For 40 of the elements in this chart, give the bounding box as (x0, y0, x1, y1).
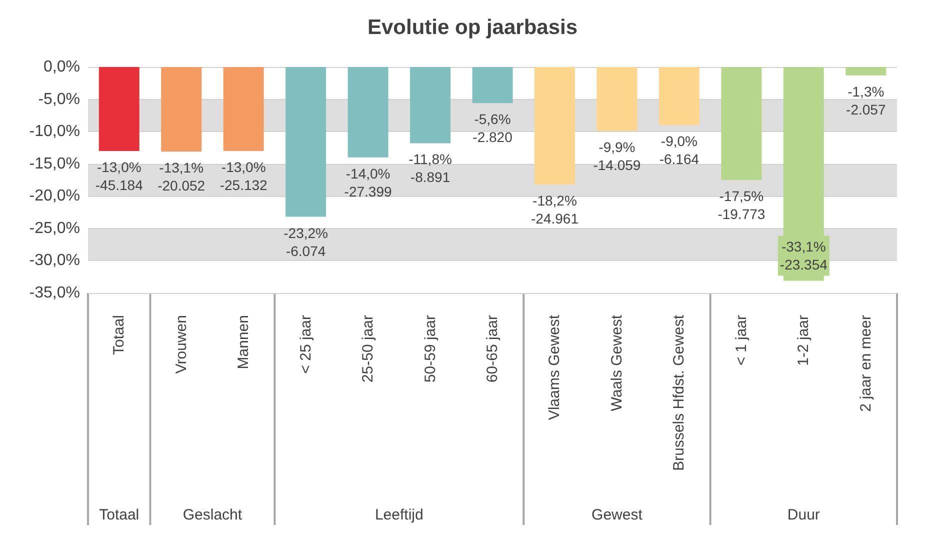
x-tick-label: 60-65 jaar (484, 315, 501, 383)
data-label: -13,1% -20.052 (158, 160, 206, 194)
y-tick-label: -30,0% (29, 252, 80, 270)
chart-title: Evolutie op jaarbasis (367, 16, 578, 39)
text: Totaal (99, 506, 140, 524)
x-tick-label: 50-59 jaar (422, 315, 439, 383)
data-label: -33,1% -23.354 (780, 238, 828, 273)
data-label: -13,0% -25.132 (220, 158, 268, 193)
y-tick-label: 0,0% (44, 58, 80, 76)
x-tick-label: Mannen (235, 315, 252, 370)
x-tick-label: 1-2 jaar (795, 314, 812, 366)
y-tick-label: -25,0% (29, 220, 80, 237)
y-tick-label: -15,0% (29, 155, 80, 172)
x-tick-label: < 1 jaar (732, 315, 750, 366)
text: Geslacht (182, 506, 243, 524)
text: Duur (787, 506, 820, 524)
x-tick-label: < 25 jaar (297, 315, 314, 374)
y-tick-label: -10,0% (29, 123, 80, 140)
y-tick-label: -5,0% (38, 90, 80, 108)
data-label: -11,8% -8.891 (408, 151, 452, 186)
data-label: -14,0% -27.399 (344, 165, 392, 200)
data-label: -23,2% -6.074 (284, 224, 328, 259)
data-label: -5,6% -2.820 (472, 111, 513, 146)
y-tick-label: -35,0% (29, 284, 80, 302)
x-tick-label: 2 jaar en meer (857, 315, 874, 412)
data-label: -13,0% -45.184 (95, 158, 144, 193)
data-label: -17,5% -19.773 (718, 188, 766, 222)
data-label: -18,2% -24.961 (530, 192, 579, 227)
x-tick-label: Waals Gewest (608, 314, 626, 412)
y-tick-label: -20,0% (29, 188, 80, 205)
x-tick-label: Brussels Hfdst. Gewest (670, 314, 688, 471)
data-label: -9,0% -6.164 (659, 133, 700, 168)
text: Leeftijd (374, 506, 424, 524)
text: Gewest (592, 506, 644, 524)
x-tick-label: Vrouwen (172, 315, 190, 374)
x-tick-label: Totaal (110, 315, 128, 356)
x-tick-label: Vlaams Gewest (546, 314, 564, 420)
x-tick-label: 25-50 jaar (360, 315, 377, 383)
data-label: -9,9% -14.059 (593, 138, 641, 173)
data-label: -1,3% -2.057 (846, 83, 886, 118)
